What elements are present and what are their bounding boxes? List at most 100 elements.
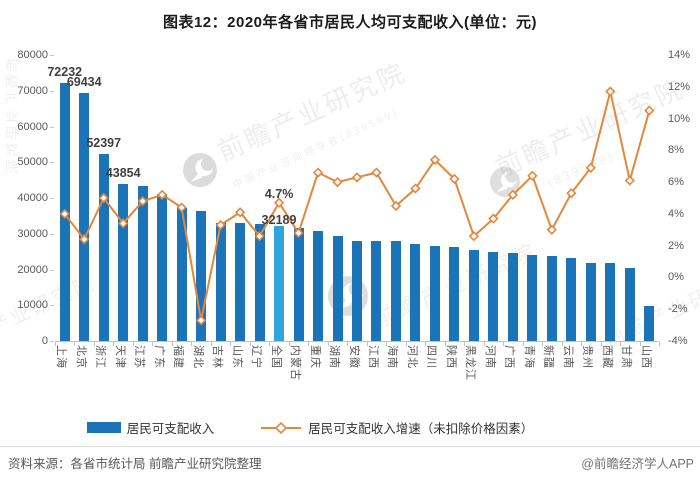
- bar-value-label-上海: 72232: [47, 64, 83, 79]
- left-axis-tick-label: 40000: [17, 192, 48, 204]
- left-axis-tick-mark: [50, 90, 54, 92]
- x-label-甘肃: 甘肃: [620, 345, 633, 369]
- growth-marker-安徽: [351, 172, 363, 183]
- x-label-安徽: 安徽: [347, 345, 360, 369]
- x-label-海南: 海南: [386, 345, 399, 369]
- x-label-西藏: 西藏: [600, 345, 613, 369]
- source-note: 资料来源：各省市统计局 前瞻产业研究院整理: [8, 457, 262, 471]
- chart-title: 图表12：2020年各省市居民人均可支配收入(单位：元): [162, 14, 538, 31]
- bar-全国: [274, 225, 285, 341]
- x-axis-tick-mark: [483, 342, 485, 346]
- x-axis-tick-mark: [620, 342, 622, 346]
- left-axis-tick-label: 60000: [17, 120, 48, 133]
- x-axis-tick-mark: [113, 342, 115, 346]
- x-label-北京: 北京: [74, 345, 87, 369]
- x-axis-tick-mark: [132, 342, 134, 346]
- x-axis-tick-mark: [93, 342, 95, 346]
- x-label-黑龙江: 黑龙江: [464, 345, 477, 381]
- x-axis-tick-mark: [464, 342, 466, 346]
- left-axis-tick-label: 50000: [17, 156, 48, 169]
- x-label-上海: 上海: [55, 345, 68, 369]
- x-label-辽宁: 辽宁: [250, 345, 263, 369]
- left-axis-tick-label: 80000: [17, 49, 48, 61]
- x-axis-tick-mark: [366, 342, 368, 346]
- bar-贵州: [585, 263, 596, 341]
- x-label-广东: 广东: [152, 345, 165, 369]
- x-label-天津: 天津: [113, 345, 126, 369]
- x-axis-tick-mark: [191, 342, 193, 346]
- bar-吉林: [215, 223, 226, 341]
- x-label-陕西: 陕西: [444, 345, 457, 369]
- bar-山西: [644, 305, 655, 341]
- growth-marker-四川: [429, 154, 441, 165]
- bar-四川: [429, 246, 440, 341]
- x-label-内蒙古: 内蒙古: [289, 345, 302, 381]
- legend-item-growth: 居民可支配收入增速（未扣除价格因素）: [260, 418, 533, 437]
- x-axis-tick-mark: [581, 342, 583, 346]
- x-label-全国: 全国: [269, 345, 282, 369]
- x-axis-tick-mark: [347, 342, 349, 346]
- right-axis-tick-label: 2%: [668, 239, 684, 252]
- x-axis-tick-mark: [659, 342, 660, 346]
- bar-云南: [566, 257, 577, 341]
- legend-bar-label: 居民可支配收入: [126, 422, 215, 436]
- bar-青海: [527, 255, 538, 341]
- x-axis-tick-mark: [308, 342, 310, 346]
- x-axis-tick-mark: [327, 342, 329, 346]
- bar-西藏: [605, 263, 616, 341]
- right-axis-tick-label: 6%: [668, 176, 684, 189]
- x-axis-tick-mark: [503, 342, 505, 346]
- legend-line-label: 居民可支配收入增速（未扣除价格因素）: [308, 422, 534, 436]
- left-axis-tick-mark: [50, 162, 54, 164]
- bar-陕西: [449, 247, 460, 341]
- growth-marker-山东: [234, 207, 246, 218]
- x-axis-tick-mark: [561, 342, 563, 346]
- legend-item-income: 居民可支配收入: [86, 418, 215, 437]
- bar-广东: [157, 194, 168, 341]
- bar-湖北: [196, 210, 207, 341]
- x-axis-tick-mark: [542, 342, 544, 346]
- bar-内蒙古: [293, 228, 304, 341]
- growth-marker-江西: [371, 167, 382, 178]
- line-swatch-svg: [261, 421, 302, 434]
- x-axis-tick-mark: [386, 342, 388, 346]
- x-axis-tick-mark: [639, 342, 641, 346]
- x-axis-tick-mark: [171, 342, 173, 346]
- right-axis-tick-label: 8%: [668, 144, 684, 157]
- growth-marker-西藏: [605, 86, 616, 97]
- x-label-河北: 河北: [405, 345, 418, 369]
- x-label-河南: 河南: [483, 345, 496, 369]
- left-axis-tick-label: 0: [41, 335, 48, 347]
- x-axis-tick-mark: [600, 342, 602, 346]
- growth-marker-甘肃: [624, 175, 635, 186]
- growth-marker-云南: [566, 188, 577, 199]
- right-axis-tick-label: 4%: [668, 207, 684, 220]
- right-axis-tick-label: 12%: [668, 80, 691, 93]
- bar-北京: [79, 92, 90, 341]
- x-label-福建: 福建: [172, 345, 185, 369]
- right-axis-tick-label: 10%: [668, 112, 691, 125]
- growth-marker-海南: [390, 200, 402, 212]
- x-axis-tick-mark: [269, 342, 271, 346]
- x-label-贵州: 贵州: [581, 345, 594, 369]
- bar-广西: [507, 253, 518, 341]
- footer-divider: [0, 446, 700, 447]
- bar-河南: [488, 252, 499, 341]
- x-label-江西: 江西: [366, 345, 379, 369]
- bar-安徽: [352, 240, 362, 341]
- x-axis-tick-mark: [425, 342, 427, 346]
- x-axis-line: [55, 341, 659, 342]
- bar-辽宁: [254, 223, 265, 341]
- bar-江西: [371, 240, 382, 341]
- x-axis-tick-mark: [152, 342, 154, 346]
- x-label-新疆: 新疆: [542, 345, 555, 369]
- left-axis-tick-mark: [50, 126, 54, 128]
- x-label-吉林: 吉林: [211, 345, 224, 369]
- x-label-重庆: 重庆: [308, 345, 321, 369]
- left-axis-tick-label: 70000: [17, 84, 48, 97]
- bar-上海: [59, 82, 70, 341]
- right-axis-tick-label: 14%: [668, 49, 691, 61]
- x-axis-tick-mark: [444, 342, 446, 346]
- x-axis-tick-mark: [210, 342, 212, 346]
